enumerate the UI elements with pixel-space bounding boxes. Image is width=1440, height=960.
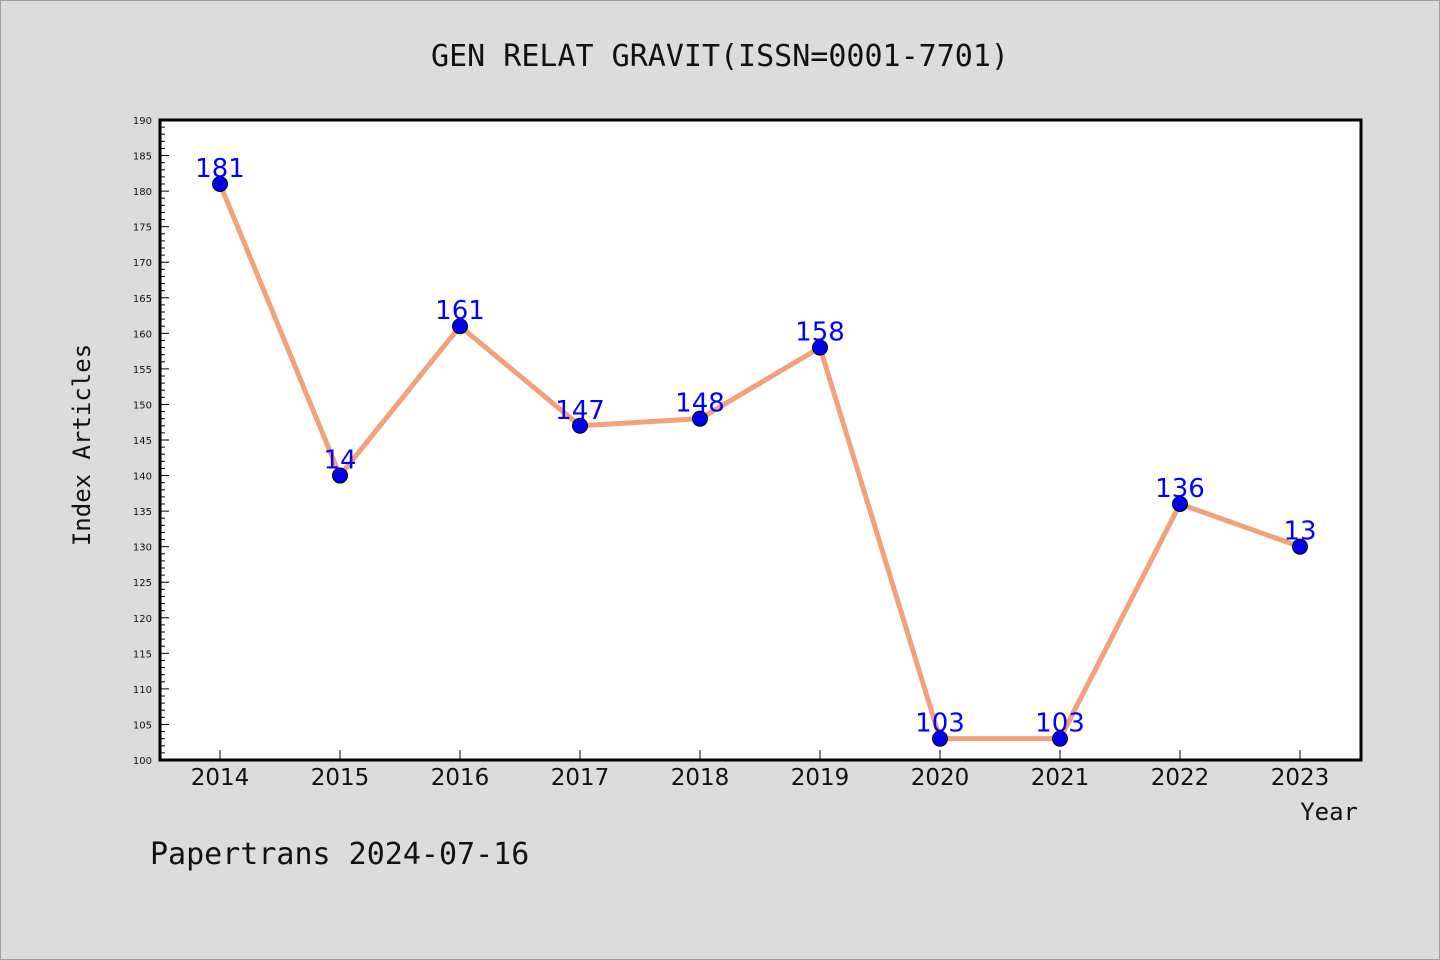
y-axis: 100 105 110 115 120 125 130 135 140 145 150 155 160 1…	[133, 116, 169, 767]
data-label: 148	[675, 389, 725, 419]
data-point	[572, 417, 588, 434]
data-label: 13	[1283, 517, 1316, 547]
chart-title: GEN RELAT GRAVIT(ISSN=0001-7701)	[431, 39, 1009, 74]
series-line	[217, 181, 1303, 742]
y-tick-label: 100	[133, 756, 152, 767]
data-point	[1172, 496, 1188, 512]
data-point	[812, 339, 828, 356]
x-axis-label: Year	[1300, 798, 1358, 826]
x-tick-label: 2015	[311, 765, 370, 791]
data-point	[932, 730, 948, 747]
y-tick-label: 180	[133, 187, 152, 198]
data-point	[1292, 538, 1308, 555]
data-point	[1052, 730, 1068, 747]
data-point	[452, 318, 468, 335]
y-axis-label: Index Articles	[68, 344, 96, 546]
data-label: 103	[1035, 709, 1085, 739]
data-label: 14	[323, 446, 356, 476]
data-point	[332, 467, 348, 484]
y-tick-label: 155	[133, 365, 152, 376]
y-tick-label: 110	[133, 685, 152, 696]
data-label: 103	[915, 709, 965, 739]
x-tick-label: 2021	[1031, 765, 1090, 791]
y-tick-label: 150	[133, 400, 152, 411]
y-tick-label: 175	[133, 223, 152, 234]
x-tick-label: 2016	[431, 765, 490, 791]
y-tick-label: 135	[133, 507, 152, 518]
y-tick-label: 140	[133, 472, 152, 483]
x-tick-label: 2017	[551, 765, 610, 791]
x-tick-label: 2019	[791, 765, 850, 791]
series-layer	[212, 176, 1308, 747]
y-tick-label: 130	[133, 543, 152, 554]
data-label: 147	[555, 396, 605, 426]
data-label: 161	[435, 296, 485, 326]
data-label: 158	[795, 318, 845, 348]
data-point	[692, 410, 708, 427]
data-label: 181	[195, 154, 245, 184]
x-tick-label: 2023	[1271, 765, 1330, 791]
footer-stamp: Papertrans 2024-07-16	[150, 837, 529, 872]
x-tick-label: 2018	[671, 765, 730, 791]
y-tick-label: 145	[133, 436, 152, 447]
y-tick-label: 125	[133, 578, 152, 589]
y-tick-label: 190	[133, 116, 152, 127]
y-tick-label: 115	[133, 649, 152, 660]
y-tick-label: 105	[133, 720, 152, 731]
y-tick-label: 170	[133, 258, 152, 269]
y-tick-label: 185	[133, 152, 152, 163]
y-tick-label: 165	[133, 294, 152, 305]
x-tick-label: 2022	[1151, 765, 1210, 791]
plot-area	[158, 118, 1363, 762]
x-axis: 2014 2015 2016 2017 2018 2019 2020 2021 2022 2023	[191, 750, 1330, 791]
y-tick-label: 120	[133, 614, 152, 625]
data-label: 136	[1155, 474, 1205, 504]
y-tick-label: 160	[133, 329, 152, 340]
x-tick-label: 2014	[191, 765, 250, 791]
data-point	[212, 176, 228, 192]
data-label-layer: 181 14 161 147 148 158 103 103 136 13	[195, 154, 1316, 739]
x-tick-label: 2020	[911, 765, 970, 791]
